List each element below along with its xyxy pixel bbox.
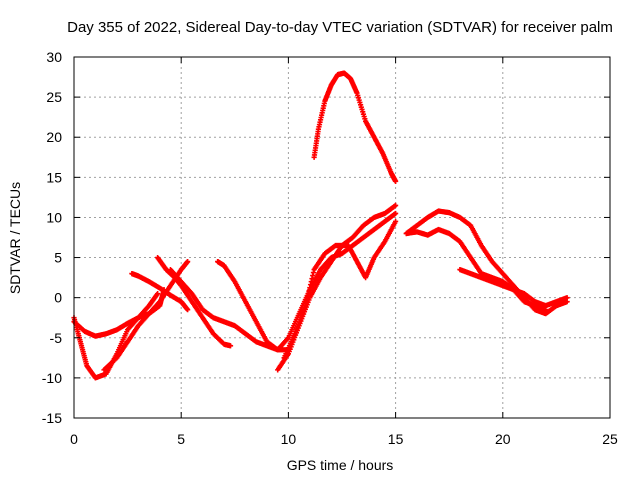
series-track-m bbox=[457, 266, 570, 309]
y-tick-label: 15 bbox=[46, 169, 62, 185]
y-tick-label: 5 bbox=[54, 250, 62, 266]
data-point bbox=[393, 210, 399, 217]
data-point bbox=[393, 202, 399, 209]
y-tick-label: 10 bbox=[46, 209, 62, 225]
y-tick-label: -5 bbox=[50, 330, 63, 346]
x-tick-label: 15 bbox=[388, 431, 404, 447]
series-track-h bbox=[275, 202, 399, 373]
x-axis-label: GPS time / hours bbox=[287, 457, 394, 473]
y-tick-label: 20 bbox=[46, 129, 62, 145]
data-point bbox=[155, 291, 161, 297]
series-track-a bbox=[71, 291, 161, 381]
y-axis-label: SDTVAR / TECUs bbox=[7, 182, 23, 294]
x-tick-label: 5 bbox=[177, 431, 185, 447]
series-track-j bbox=[311, 70, 399, 184]
grid-lines bbox=[74, 57, 610, 418]
x-tick-label: 25 bbox=[602, 431, 618, 447]
data-point bbox=[227, 343, 234, 349]
data-points bbox=[71, 70, 570, 381]
data-point bbox=[564, 295, 570, 301]
x-tick-label: 20 bbox=[495, 431, 511, 447]
x-tick-label: 0 bbox=[70, 431, 78, 447]
y-tick-label: 0 bbox=[54, 290, 62, 306]
y-tick-label: 30 bbox=[46, 49, 62, 65]
series-track-k bbox=[403, 208, 570, 317]
data-point bbox=[393, 218, 399, 225]
chart-title: Day 355 of 2022, Sidereal Day-to-day VTE… bbox=[67, 19, 613, 36]
data-point bbox=[393, 178, 399, 184]
data-point bbox=[185, 307, 191, 313]
x-tick-label: 10 bbox=[281, 431, 297, 447]
plot-frame bbox=[73, 56, 611, 419]
y-tick-label: 25 bbox=[46, 89, 62, 105]
data-point bbox=[185, 258, 191, 265]
series-track-e bbox=[155, 254, 234, 349]
series-track-d bbox=[129, 271, 191, 313]
series-track-i bbox=[281, 218, 399, 361]
axis-ticks: 0 5 10 15 20 25 -15 -10 -5 0 5 10 15 20 25 30 bbox=[42, 49, 618, 447]
y-tick-label: -15 bbox=[42, 410, 62, 426]
y-tick-label: -10 bbox=[42, 370, 62, 386]
